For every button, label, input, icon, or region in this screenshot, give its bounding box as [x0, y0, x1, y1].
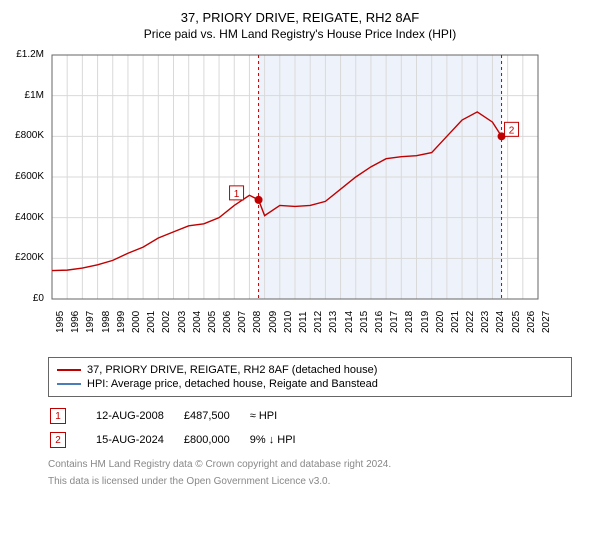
- svg-text:1: 1: [234, 189, 240, 200]
- sale-date: 12-AUG-2008: [96, 405, 182, 427]
- x-axis-label: 1996: [70, 311, 81, 333]
- x-axis-label: 2025: [511, 311, 522, 333]
- x-axis-label: 1998: [101, 311, 112, 333]
- footnote-line-2: This data is licensed under the Open Gov…: [48, 476, 572, 487]
- x-axis-label: 2011: [298, 311, 309, 333]
- x-axis-label: 2016: [374, 311, 385, 333]
- legend: 37, PRIORY DRIVE, REIGATE, RH2 8AF (deta…: [48, 357, 572, 397]
- y-axis-label: £600K: [8, 171, 44, 182]
- sale-delta: ≈ HPI: [250, 405, 314, 427]
- x-axis-label: 2022: [465, 311, 476, 333]
- x-axis-label: 2014: [344, 311, 355, 333]
- marker-badge-1: 1: [50, 408, 66, 424]
- x-axis-label: 2010: [283, 311, 294, 333]
- y-axis-label: £1M: [8, 90, 44, 101]
- marker-badge-2: 2: [50, 432, 66, 448]
- x-axis-label: 2019: [420, 311, 431, 333]
- y-axis-label: £400K: [8, 212, 44, 223]
- x-axis-label: 2004: [192, 311, 203, 333]
- x-axis-label: 2024: [495, 311, 506, 333]
- x-axis-label: 2005: [207, 311, 218, 333]
- x-axis-label: 2003: [177, 311, 188, 333]
- legend-swatch-property: [57, 369, 81, 371]
- x-axis-label: 2015: [359, 311, 370, 333]
- x-axis-label: 2007: [237, 311, 248, 333]
- x-axis-label: 2013: [328, 311, 339, 333]
- legend-label-hpi: HPI: Average price, detached house, Reig…: [87, 378, 378, 390]
- x-axis-label: 1999: [116, 311, 127, 333]
- x-axis-label: 2026: [526, 311, 537, 333]
- y-axis-label: £0: [8, 293, 44, 304]
- sale-date: 15-AUG-2024: [96, 429, 182, 451]
- x-axis-label: 2006: [222, 311, 233, 333]
- legend-swatch-hpi: [57, 383, 81, 385]
- x-axis-label: 2023: [480, 311, 491, 333]
- x-axis-label: 2021: [450, 311, 461, 333]
- x-axis-label: 2018: [404, 311, 415, 333]
- x-axis-label: 2008: [252, 311, 263, 333]
- x-axis-label: 2000: [131, 311, 142, 333]
- x-axis-label: 1995: [55, 311, 66, 333]
- footnote-line-1: Contains HM Land Registry data © Crown c…: [48, 459, 572, 470]
- table-row: 1 12-AUG-2008 £487,500 ≈ HPI: [50, 405, 314, 427]
- sale-delta: 9% ↓ HPI: [250, 429, 314, 451]
- svg-text:2: 2: [509, 125, 515, 136]
- page-subtitle: Price paid vs. HM Land Registry's House …: [8, 27, 592, 41]
- sales-table: 1 12-AUG-2008 £487,500 ≈ HPI 2 15-AUG-20…: [48, 403, 316, 453]
- table-row: 2 15-AUG-2024 £800,000 9% ↓ HPI: [50, 429, 314, 451]
- y-axis-label: £200K: [8, 252, 44, 263]
- x-axis-label: 2001: [146, 311, 157, 333]
- x-axis-label: 2012: [313, 311, 324, 333]
- x-axis-label: 1997: [85, 311, 96, 333]
- y-axis-label: £1.2M: [8, 49, 44, 60]
- legend-row-hpi: HPI: Average price, detached house, Reig…: [57, 378, 563, 390]
- page-title: 37, PRIORY DRIVE, REIGATE, RH2 8AF: [8, 10, 592, 25]
- x-axis-label: 2002: [161, 311, 172, 333]
- x-axis-label: 2009: [268, 311, 279, 333]
- legend-row-property: 37, PRIORY DRIVE, REIGATE, RH2 8AF (deta…: [57, 364, 563, 376]
- sale-price: £800,000: [184, 429, 248, 451]
- x-axis-label: 2020: [435, 311, 446, 333]
- sale-price: £487,500: [184, 405, 248, 427]
- x-axis-label: 2017: [389, 311, 400, 333]
- legend-label-property: 37, PRIORY DRIVE, REIGATE, RH2 8AF (deta…: [87, 364, 377, 376]
- x-axis-label: 2027: [541, 311, 552, 333]
- price-chart: 1 2 £0 £200K £400K £600K £800K £1M £1.2M 1995 1996…: [8, 49, 548, 349]
- y-axis-label: £800K: [8, 130, 44, 141]
